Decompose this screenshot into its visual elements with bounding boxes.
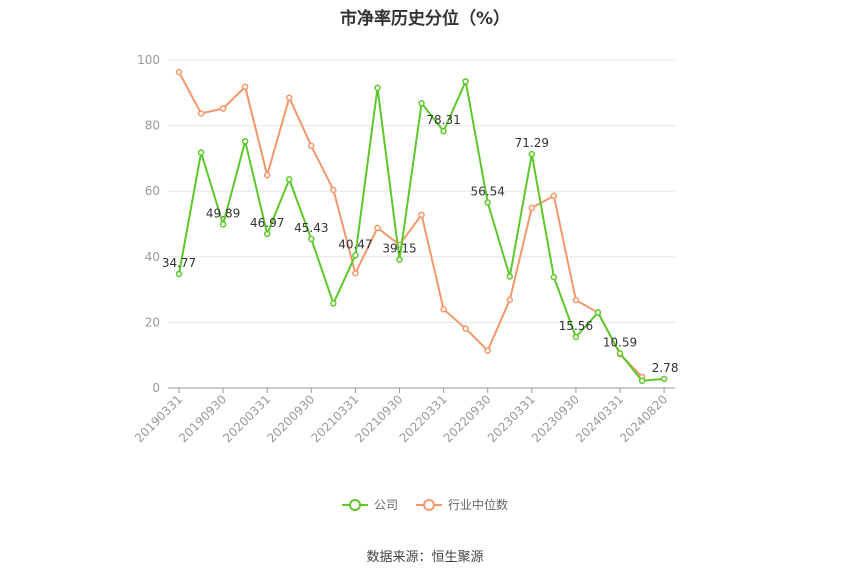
data-point-company <box>263 230 271 238</box>
data-label: 46.97 <box>250 216 284 230</box>
y-tick-label: 100 <box>137 53 160 67</box>
source-note: 数据来源：恒生聚源 <box>366 550 484 565</box>
data-point-company <box>616 350 624 357</box>
data-point-industry-median <box>440 306 447 313</box>
series-line-company <box>178 80 665 382</box>
legend-item-industry-median[interactable]: 行业中位数 <box>416 496 508 513</box>
y-tick-label: 0 <box>152 381 160 395</box>
data-point-company <box>660 375 668 383</box>
data-label: 56.54 <box>471 185 505 199</box>
chart-title: 市净率历史分位（%） <box>339 9 511 29</box>
data-point-company <box>197 149 205 156</box>
data-point-industry-median <box>418 211 425 219</box>
data-point-industry-median <box>528 204 536 212</box>
data-point-industry-median <box>175 68 183 76</box>
data-point-industry-median <box>462 325 469 332</box>
legend-industry-label: 行业中位数 <box>448 498 509 512</box>
data-point-industry-median <box>506 296 513 304</box>
data-point-company <box>572 333 580 341</box>
legend-company-icon <box>341 498 368 511</box>
data-point-company <box>418 100 425 107</box>
data-point-industry-median <box>374 224 381 232</box>
data-label: 40.47 <box>338 237 372 251</box>
data-label: 78.31 <box>426 113 460 127</box>
data-point-company <box>506 273 513 280</box>
data-point-company <box>352 252 359 259</box>
data-point-company <box>241 138 249 145</box>
data-point-industry-median <box>263 171 271 179</box>
data-label: 71.29 <box>515 136 549 150</box>
y-tick-label: 40 <box>145 250 160 264</box>
data-label: 34.77 <box>162 256 196 270</box>
y-tick-label: 20 <box>145 315 160 329</box>
data-point-company <box>440 127 447 135</box>
legend-industry-icon <box>416 498 442 511</box>
data-point-industry-median <box>308 142 315 150</box>
data-point-industry-median <box>241 83 249 91</box>
line-chart: 0204060801002019033120190930202003312020… <box>132 53 679 445</box>
data-point-industry-median <box>484 347 491 354</box>
data-point-industry-median <box>550 192 558 200</box>
data-label: 2.78 <box>652 361 679 375</box>
x-tick-label: 20240820 <box>617 392 670 445</box>
data-point-industry-median <box>219 105 227 112</box>
data-point-company <box>219 221 227 228</box>
data-point-company <box>594 309 602 316</box>
data-point-company <box>374 84 381 92</box>
data-point-company <box>308 235 315 243</box>
data-point-company <box>484 199 491 206</box>
data-point-company <box>550 273 558 281</box>
data-point-company <box>638 377 646 385</box>
data-point-company <box>396 256 403 263</box>
series-lines <box>175 68 668 385</box>
data-point-industry-median <box>330 186 337 194</box>
data-label: 39.15 <box>382 242 416 256</box>
data-label: 45.43 <box>294 221 328 235</box>
data-point-company <box>175 270 183 278</box>
data-point-industry-median <box>286 94 293 101</box>
data-point-company <box>462 78 469 85</box>
legend: 公司 行业中位数 <box>0 496 850 513</box>
legend-item-company[interactable]: 公司 <box>341 496 398 513</box>
data-point-industry-median <box>352 269 359 277</box>
data-label: 49.89 <box>206 206 240 220</box>
grid-lines <box>168 59 675 323</box>
data-point-company <box>528 150 536 158</box>
data-label: 15.56 <box>559 319 593 333</box>
data-point-company <box>330 300 337 307</box>
data-point-industry-median <box>197 110 205 117</box>
data-point-company <box>286 176 293 183</box>
data-label: 10.59 <box>603 335 637 349</box>
series-line-industry-median <box>178 71 643 378</box>
data-labels: 34.77 49.89 46.97 45.43 40.47 39.15 78.31 56.54… <box>162 113 679 375</box>
data-point-industry-median <box>572 296 580 304</box>
legend-company-label: 公司 <box>373 498 398 512</box>
y-tick-label: 60 <box>145 184 160 198</box>
y-tick-label: 80 <box>145 119 160 133</box>
